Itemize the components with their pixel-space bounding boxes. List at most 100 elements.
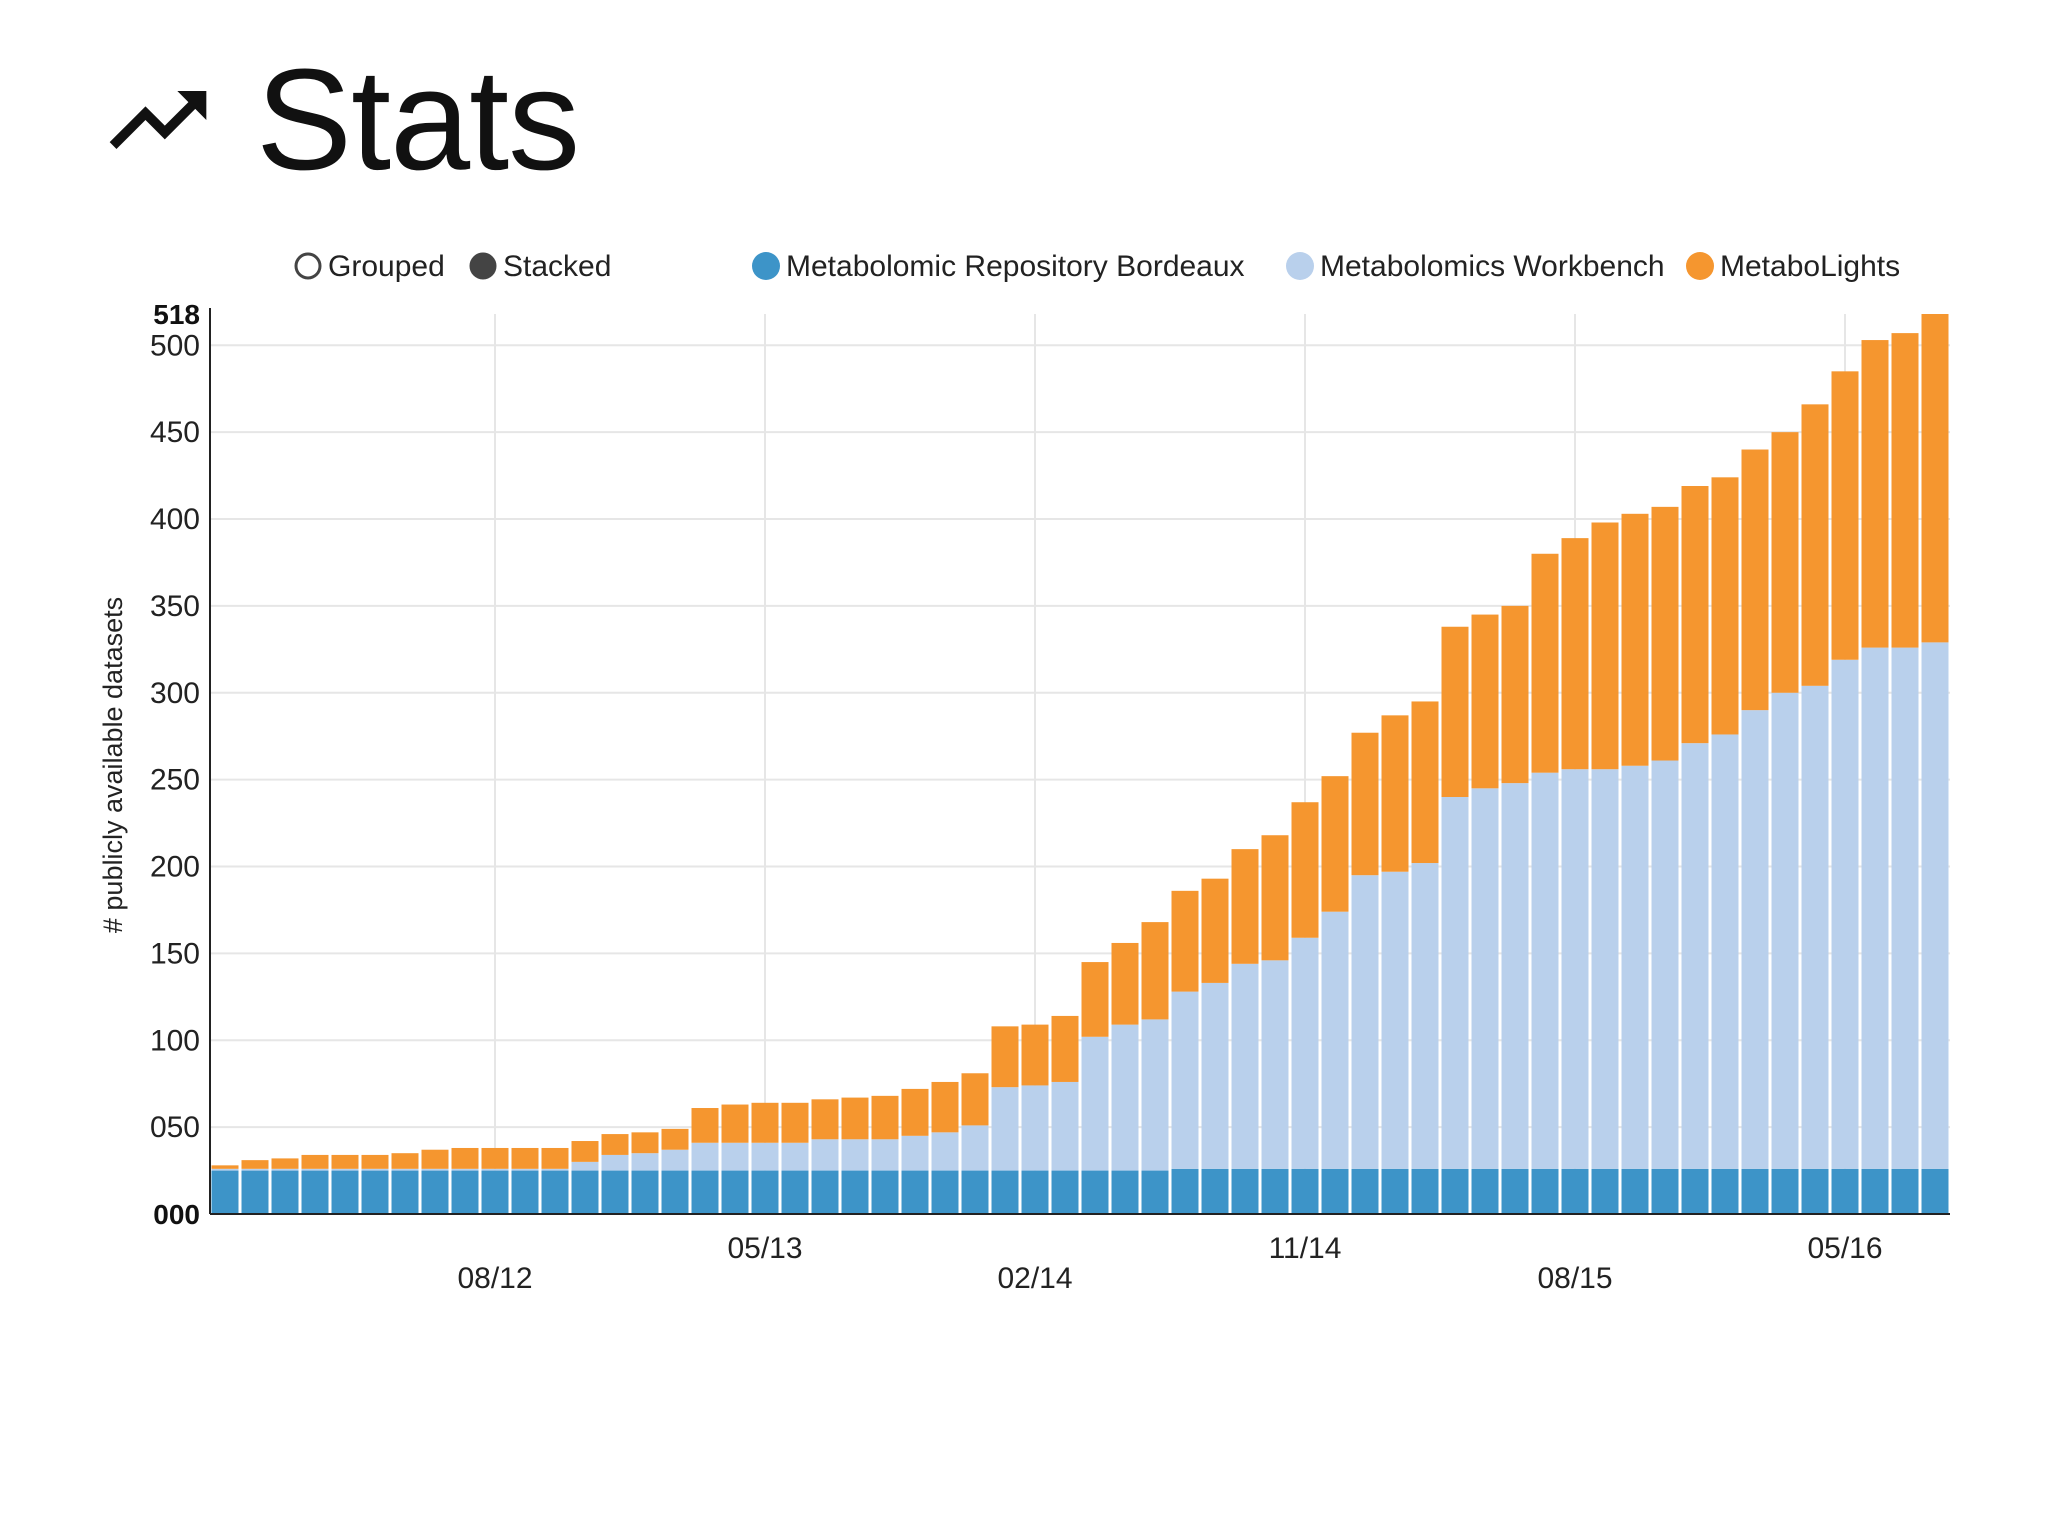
bar-segment <box>1621 1168 1649 1214</box>
bar-segment <box>271 1168 299 1171</box>
bar-segment <box>1111 1024 1139 1171</box>
bar-segment <box>1441 797 1469 1169</box>
bar-segment <box>661 1149 689 1171</box>
bar-segment <box>751 1170 779 1214</box>
bar-segment <box>1681 1168 1709 1214</box>
bar-segment <box>1171 991 1199 1169</box>
bar-segment <box>1351 732 1379 876</box>
bar-segment <box>271 1170 299 1214</box>
page-title: Stats <box>256 39 580 200</box>
bar-segment <box>1651 1168 1679 1214</box>
bar-segment <box>421 1149 449 1169</box>
bar-segment <box>361 1154 389 1169</box>
bar-segment <box>631 1132 659 1154</box>
bar-segment <box>571 1141 599 1162</box>
bar-segment <box>1381 871 1409 1169</box>
bar-segment <box>1021 1024 1049 1086</box>
bar-segment <box>841 1097 869 1140</box>
bar-segment <box>1801 404 1829 686</box>
bar-segment <box>871 1095 899 1140</box>
bar-segment <box>421 1168 449 1171</box>
y-tick-label: 500 <box>150 329 200 362</box>
stats-chart: 000 050 100 150 200 250 300 350 400 450 500 518 08/1… <box>0 230 2048 1330</box>
bar-segment <box>1771 432 1799 693</box>
bar-segment <box>1351 1168 1379 1214</box>
bar-segment <box>811 1170 839 1214</box>
bar-segment <box>1081 1036 1109 1171</box>
x-tick-label: 11/14 <box>1269 1232 1342 1265</box>
bars <box>211 314 1949 1214</box>
bar-segment <box>961 1125 989 1171</box>
bar-segment <box>1891 647 1919 1169</box>
bar-segment <box>1681 743 1709 1169</box>
bar-segment <box>901 1135 929 1171</box>
stacked-label[interactable]: Stacked <box>503 250 611 283</box>
bar-segment <box>571 1170 599 1214</box>
bar-segment <box>931 1081 959 1133</box>
bar-segment <box>1561 538 1589 770</box>
bar-segment <box>301 1168 329 1171</box>
bar-segment <box>1861 647 1889 1169</box>
bar-segment <box>601 1170 629 1214</box>
bar-segment <box>211 1165 239 1169</box>
bar-segment <box>1621 513 1649 766</box>
bar-segment <box>1291 802 1319 938</box>
bar-segment <box>601 1134 629 1155</box>
y-tick-label: 518 <box>153 299 200 330</box>
bar-segment <box>1321 776 1349 912</box>
bar-segment <box>1741 1168 1769 1214</box>
bar-segment <box>1051 1015 1079 1082</box>
bar-segment <box>1891 333 1919 648</box>
y-axis-title: # publicly available datasets <box>98 597 128 933</box>
bar-segment <box>661 1128 689 1150</box>
bar-segment <box>811 1099 839 1140</box>
bar-segment <box>1561 1168 1589 1214</box>
legend-label[interactable]: Metabolomics Workbench <box>1320 250 1665 283</box>
bar-segment <box>241 1170 269 1214</box>
bar-segment <box>781 1170 809 1214</box>
bar-segment <box>1531 772 1559 1169</box>
bar-segment <box>541 1147 569 1169</box>
y-tick-label: 050 <box>150 1111 200 1144</box>
bar-segment <box>1861 1168 1889 1214</box>
legend: Grouped Stacked Metabolomic Repository Bor… <box>294 250 1900 283</box>
bar-segment <box>1321 911 1349 1169</box>
x-tick-label: 05/13 <box>727 1232 802 1265</box>
bar-segment <box>1441 626 1469 798</box>
bar-segment <box>1081 1170 1109 1214</box>
bar-segment <box>871 1170 899 1214</box>
bar-segment <box>841 1139 869 1171</box>
bar-segment <box>331 1170 359 1214</box>
grouped-radio[interactable] <box>294 252 322 280</box>
bar-segment <box>1501 1168 1529 1214</box>
bar-segment <box>661 1170 689 1214</box>
y-tick-label: 200 <box>150 851 200 884</box>
bar-segment <box>391 1168 419 1171</box>
legend-swatch[interactable] <box>1686 252 1714 280</box>
stacked-radio[interactable] <box>469 252 497 280</box>
bar-segment <box>1201 878 1229 983</box>
legend-swatch[interactable] <box>752 252 780 280</box>
bar-segment <box>601 1154 629 1171</box>
bar-segment <box>481 1147 509 1169</box>
bar-segment <box>691 1142 719 1171</box>
bar-segment <box>541 1170 569 1214</box>
bar-segment <box>1231 963 1259 1169</box>
bar-segment <box>1051 1170 1079 1214</box>
bar-segment <box>361 1168 389 1171</box>
bar-segment <box>1831 659 1859 1169</box>
legend-swatch[interactable] <box>1286 252 1314 280</box>
bar-segment <box>1471 614 1499 789</box>
bar-segment <box>931 1170 959 1214</box>
bar-segment <box>1021 1085 1049 1171</box>
bar-segment <box>871 1139 899 1171</box>
trending-up-icon <box>109 91 207 149</box>
legend-label[interactable]: MetaboLights <box>1720 250 1900 283</box>
bar-segment <box>781 1102 809 1143</box>
bar-segment <box>1711 734 1739 1169</box>
bar-segment <box>1771 692 1799 1169</box>
y-tick-label: 350 <box>150 590 200 623</box>
legend-label[interactable]: Metabolomic Repository Bordeaux <box>786 250 1245 283</box>
grouped-label[interactable]: Grouped <box>328 250 445 283</box>
